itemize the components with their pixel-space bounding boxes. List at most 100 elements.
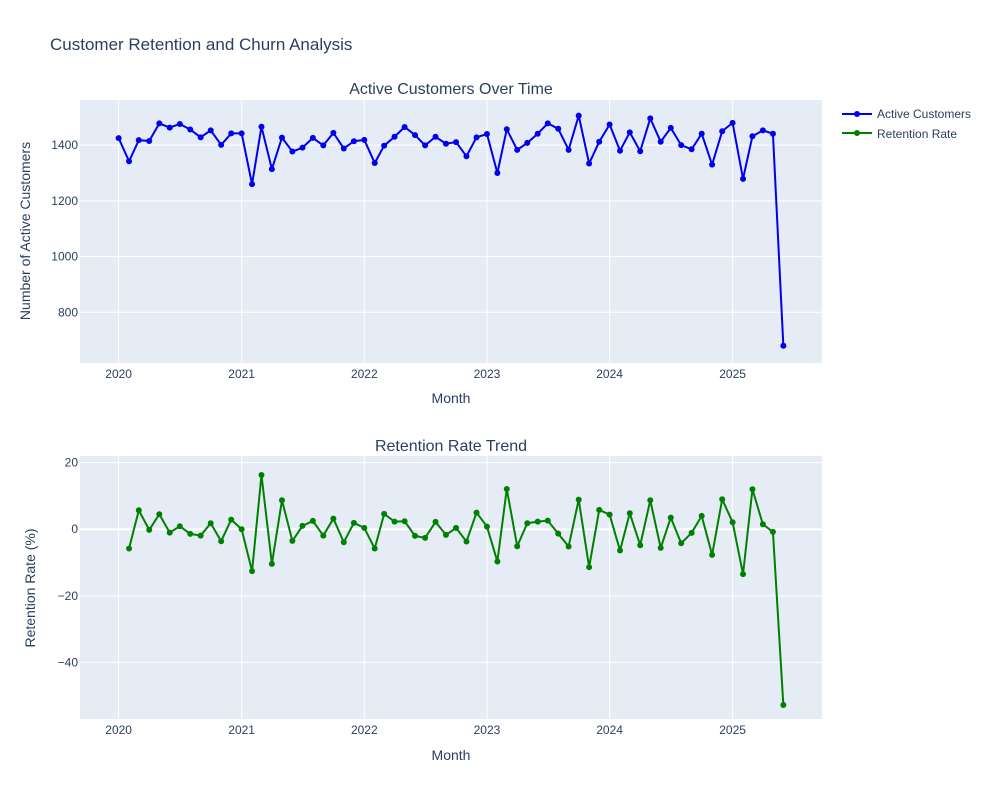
data-point-active <box>258 123 265 130</box>
data-point-retention <box>514 543 521 550</box>
legend-label-active: Active Customers <box>877 107 971 121</box>
data-point-retention <box>483 523 490 530</box>
data-point-retention <box>238 526 245 533</box>
data-point-retention <box>596 506 603 513</box>
legend-item-retention-rate[interactable]: Retention Rate <box>842 127 957 141</box>
data-point-active <box>740 175 747 182</box>
data-point-retention <box>678 540 685 547</box>
data-point-active <box>381 142 388 149</box>
subplot-title-retention: Retention Rate Trend <box>375 438 527 455</box>
data-point-retention <box>688 529 695 536</box>
data-point-active <box>289 148 296 155</box>
data-point-active <box>667 124 674 131</box>
data-point-retention <box>709 551 716 558</box>
data-point-retention <box>432 518 439 525</box>
data-point-active <box>503 126 510 133</box>
data-point-active <box>442 140 449 147</box>
y-tick-label: 1200 <box>51 194 78 208</box>
x-tick-label: 2023 <box>474 723 501 737</box>
data-point-active <box>647 115 654 122</box>
data-point-active <box>698 130 705 137</box>
data-point-retention <box>371 545 378 552</box>
data-point-active <box>657 138 664 145</box>
data-point-retention <box>575 496 582 503</box>
x-tick-label: 2021 <box>228 367 255 381</box>
data-point-active <box>176 120 183 127</box>
data-point-active <box>330 129 337 136</box>
legend-item-active-customers[interactable]: Active Customers <box>842 107 971 121</box>
x-axis-title-active: Month <box>432 390 471 406</box>
data-point-active <box>135 137 142 144</box>
x-tick-label: 2021 <box>228 723 255 737</box>
data-point-active <box>238 130 245 137</box>
x-axis-title-retention: Month <box>432 747 471 763</box>
data-point-active <box>453 139 460 146</box>
data-point-retention <box>729 519 736 526</box>
data-point-retention <box>330 515 337 522</box>
data-point-active <box>391 133 398 140</box>
data-point-active <box>575 112 582 119</box>
data-point-retention <box>166 529 173 536</box>
data-point-active <box>166 124 173 131</box>
data-point-retention <box>249 568 256 575</box>
data-point-active <box>494 169 501 176</box>
data-point-retention <box>268 560 275 567</box>
data-point-retention <box>606 511 613 518</box>
legend-marker-retention <box>854 130 860 136</box>
data-point-retention <box>146 526 153 533</box>
data-point-active <box>197 134 204 141</box>
y-axis-title-active: Number of Active Customers <box>17 142 33 320</box>
data-point-active <box>268 166 275 173</box>
y-tick-label: 1000 <box>51 250 78 264</box>
data-point-retention <box>340 539 347 546</box>
data-point-active <box>278 134 285 141</box>
data-point-active <box>299 144 306 151</box>
data-point-active <box>749 133 756 140</box>
series-retention-rate <box>126 471 787 709</box>
data-point-active <box>146 137 153 144</box>
data-point-active <box>350 138 357 145</box>
data-point-active <box>514 146 521 153</box>
data-point-retention <box>207 520 214 527</box>
data-point-retention <box>289 537 296 544</box>
data-point-retention <box>156 511 163 518</box>
data-point-retention <box>401 518 408 525</box>
x-tick-label: 2025 <box>719 367 746 381</box>
x-tick-label: 2020 <box>105 367 132 381</box>
data-point-active <box>126 158 133 165</box>
legend: Active Customers Retention Rate <box>842 107 971 141</box>
y-tick-label: 0 <box>71 522 78 536</box>
data-point-active <box>544 120 551 127</box>
legend-label-retention: Retention Rate <box>877 127 957 141</box>
data-point-retention <box>749 486 756 493</box>
x-tick-label: 2024 <box>596 367 623 381</box>
data-point-retention <box>617 547 624 554</box>
data-point-active <box>432 133 439 140</box>
panel-retention-rate: Retention Rate Trend Month Retention Rat… <box>22 438 822 763</box>
data-point-retention <box>586 564 593 571</box>
data-point-active <box>463 153 470 160</box>
data-point-retention <box>197 532 204 539</box>
data-point-retention <box>442 531 449 538</box>
y-axis-title-retention: Retention Rate (%) <box>22 528 38 647</box>
data-point-retention <box>463 538 470 545</box>
series-active-customers <box>115 112 787 349</box>
data-point-retention <box>780 702 787 709</box>
data-point-active <box>309 134 316 141</box>
data-point-retention <box>719 496 726 503</box>
legend-marker-active <box>854 111 860 117</box>
data-point-active <box>769 130 776 137</box>
data-point-active <box>218 141 225 148</box>
data-point-active <box>719 128 726 135</box>
x-tick-label: 2022 <box>351 723 378 737</box>
data-point-retention <box>647 497 654 504</box>
data-point-active <box>586 160 593 167</box>
ticks-retention: 2020 2021 2022 2023 2024 2025 −40 −20 0 20 <box>58 456 747 737</box>
data-point-active <box>759 127 766 134</box>
data-point-active <box>207 127 214 134</box>
plot-area-active <box>80 100 822 363</box>
data-point-active <box>565 146 572 153</box>
data-point-active <box>422 142 429 149</box>
data-point-retention <box>350 519 357 526</box>
data-point-retention <box>176 523 183 530</box>
